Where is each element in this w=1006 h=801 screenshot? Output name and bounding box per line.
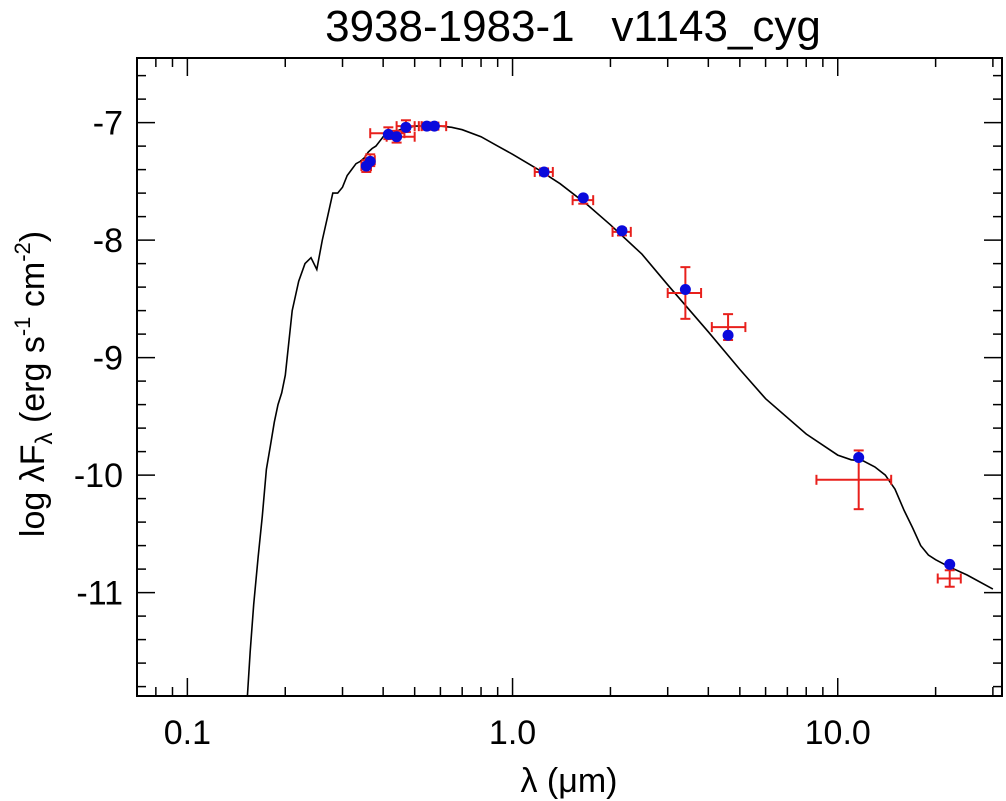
model-photometry-point (679, 283, 691, 295)
x-tick-labels: 0.1 1.0 10.0 (164, 714, 871, 752)
y-tick-label: -11 (76, 575, 123, 613)
plot-frame (136, 57, 1003, 697)
model-photometry-point (382, 128, 394, 140)
model-curve (246, 125, 994, 696)
x-axis-title: λ (μm) (520, 762, 617, 800)
y-tick-label: -9 (93, 340, 123, 378)
error-bars (360, 119, 962, 588)
y-tick-labels: -7 -8 -9 -10 -11 (74, 105, 123, 613)
y-axis-title: log λFλ (erg s-1 cm-2) (10, 231, 58, 537)
model-photometry-point (944, 558, 956, 570)
model-photometry-point (391, 131, 403, 143)
data-points (360, 120, 956, 570)
model-photometry-point (421, 120, 433, 132)
y-tick-label: -10 (74, 457, 123, 495)
y-tick-label: -7 (93, 105, 123, 143)
x-tick-label: 1.0 (489, 714, 536, 752)
x-tick-label: 0.1 (164, 714, 211, 752)
model-photometry-point (722, 329, 734, 341)
model-photometry-point (616, 225, 628, 237)
chart-title: 3938-1983-1 v1143_cyg (325, 2, 821, 51)
x-tick-label: 10.0 (805, 714, 871, 752)
y-tick-label: -8 (93, 222, 123, 260)
model-photometry-point (538, 166, 550, 178)
model-photometry-point (428, 120, 440, 132)
model-photometry-point (577, 192, 589, 204)
model-photometry-point (364, 155, 376, 167)
model-photometry-point (853, 451, 865, 463)
model-photometry-point (400, 121, 412, 133)
axis-ticks (136, 58, 1002, 696)
